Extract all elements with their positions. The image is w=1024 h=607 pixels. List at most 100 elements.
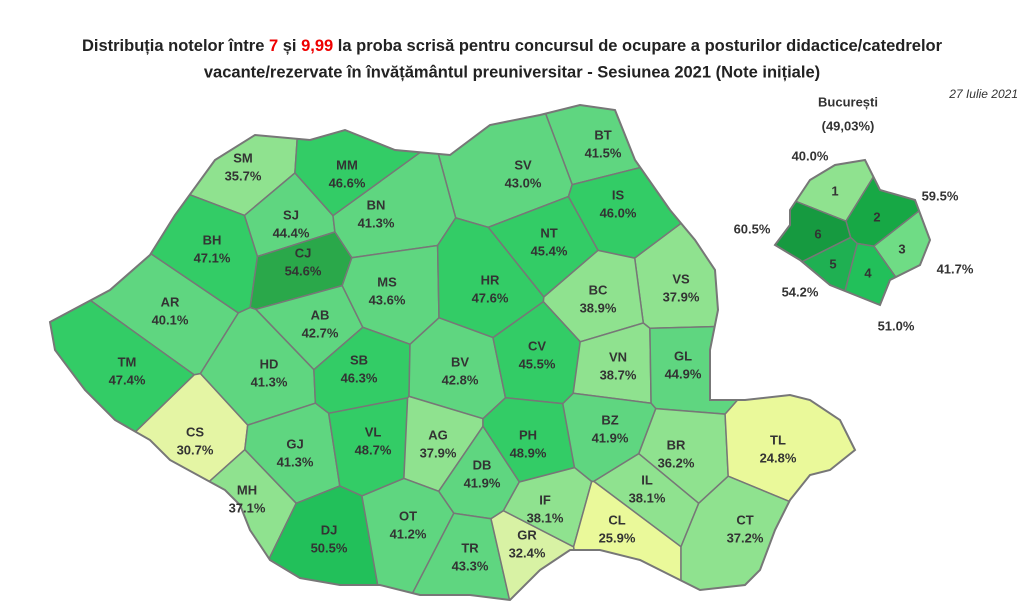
county-value: 38.7% bbox=[600, 367, 637, 382]
county-value: 41.5% bbox=[585, 145, 622, 160]
county-value: 32.4% bbox=[509, 545, 546, 560]
county-code: AB bbox=[311, 307, 330, 322]
county-code: BT bbox=[594, 127, 611, 142]
county-code: HR bbox=[481, 272, 500, 287]
county-value: 36.2% bbox=[658, 455, 695, 470]
title-part: 9,99 bbox=[301, 37, 333, 55]
county-value: 47.1% bbox=[194, 250, 231, 265]
county-value: 44.9% bbox=[665, 366, 702, 381]
sector-number: 4 bbox=[864, 265, 872, 280]
county-code: IS bbox=[612, 187, 625, 202]
sector-value: 40.0% bbox=[792, 148, 829, 163]
sector-value: 59.5% bbox=[922, 188, 959, 203]
county-code: BC bbox=[589, 282, 608, 297]
county-value: 24.8% bbox=[760, 450, 797, 465]
county-value: 38.1% bbox=[527, 510, 564, 525]
county-code: PH bbox=[519, 427, 537, 442]
county-code: BN bbox=[367, 197, 386, 212]
county-value: 37.9% bbox=[420, 445, 457, 460]
county-value: 30.7% bbox=[177, 442, 214, 457]
sector-number: 2 bbox=[873, 209, 880, 224]
county-value: 45.5% bbox=[519, 356, 556, 371]
sector-number: 1 bbox=[831, 183, 838, 198]
county-code: BV bbox=[451, 354, 469, 369]
county-code: AR bbox=[161, 294, 180, 309]
labels: SM 35.7% MM 46.6% BT 41.5% SV 43.0% IS 46.0% BH 47.… bbox=[109, 127, 974, 573]
county-value: 37.2% bbox=[727, 530, 764, 545]
sector bbox=[872, 160, 930, 305]
county-value: 40.1% bbox=[152, 312, 189, 327]
county-code: IL bbox=[641, 472, 653, 487]
county-code: MS bbox=[377, 274, 397, 289]
title: Distribuția notelor între 7 și 9,99 la p… bbox=[82, 37, 943, 55]
county-value: 25.9% bbox=[599, 530, 636, 545]
county-value: 43.3% bbox=[452, 558, 489, 573]
county-code: BH bbox=[203, 232, 222, 247]
title-part: la proba scrisă pentru concursul de ocup… bbox=[333, 37, 942, 55]
county-code: CL bbox=[608, 512, 625, 527]
county-code: TR bbox=[461, 540, 479, 555]
county-code: MH bbox=[237, 482, 257, 497]
county-value: 37.1% bbox=[229, 500, 266, 515]
sector-value: 51.0% bbox=[878, 318, 915, 333]
county-value: 54.6% bbox=[285, 263, 322, 278]
county-code: CV bbox=[528, 338, 546, 353]
bucharest-name: București bbox=[818, 94, 878, 109]
county-value: 43.6% bbox=[369, 292, 406, 307]
county-code: DB bbox=[473, 457, 492, 472]
county-code: SB bbox=[350, 352, 368, 367]
county-value: 48.9% bbox=[510, 445, 547, 460]
county-code: MM bbox=[336, 157, 358, 172]
county-code: TM bbox=[118, 354, 137, 369]
county-code: DJ bbox=[321, 522, 338, 537]
county-value: 47.4% bbox=[109, 372, 146, 387]
county-code: BZ bbox=[601, 412, 618, 427]
county-code: GJ bbox=[286, 436, 303, 451]
bucharest-value: (49,03%) bbox=[822, 118, 875, 133]
county-value: 44.4% bbox=[273, 225, 310, 240]
sector-value: 60.5% bbox=[734, 221, 771, 236]
county-code: NT bbox=[540, 225, 557, 240]
bucharest-outline bbox=[773, 158, 932, 307]
county-value: 41.3% bbox=[251, 374, 288, 389]
county bbox=[502, 466, 593, 548]
county-value: 41.3% bbox=[277, 454, 314, 469]
county-value: 42.8% bbox=[442, 372, 479, 387]
county-value: 41.9% bbox=[592, 430, 629, 445]
county-code: SV bbox=[514, 157, 532, 172]
title-part: și bbox=[278, 37, 301, 55]
county-code: HD bbox=[260, 356, 279, 371]
county-code: CS bbox=[186, 424, 204, 439]
county-code: IF bbox=[539, 492, 551, 507]
date: 27 Iulie 2021 bbox=[948, 87, 1018, 101]
county-code: AG bbox=[428, 427, 448, 442]
sector bbox=[775, 160, 852, 305]
county-value: 37.9% bbox=[663, 289, 700, 304]
county-value: 42.7% bbox=[302, 325, 339, 340]
sector-value: 54.2% bbox=[782, 284, 819, 299]
county-value: 46.0% bbox=[600, 205, 637, 220]
county-code: GR bbox=[517, 527, 537, 542]
sector-value: 41.7% bbox=[937, 261, 974, 276]
county-code: BR bbox=[667, 437, 686, 452]
county-value: 46.6% bbox=[329, 175, 366, 190]
sector-number: 5 bbox=[829, 256, 836, 271]
county-value: 45.4% bbox=[531, 243, 568, 258]
county-value: 48.7% bbox=[355, 442, 392, 457]
county-value: 41.3% bbox=[358, 215, 395, 230]
county-code: VS bbox=[672, 271, 690, 286]
county-value: 50.5% bbox=[311, 540, 348, 555]
county-code: VL bbox=[365, 424, 382, 439]
county-code: GL bbox=[674, 348, 692, 363]
sector-number: 3 bbox=[898, 241, 905, 256]
county-value: 35.7% bbox=[225, 168, 262, 183]
county-code: SM bbox=[233, 150, 253, 165]
county-value: 38.1% bbox=[629, 490, 666, 505]
title-part: 7 bbox=[269, 37, 278, 55]
county bbox=[72, 448, 298, 600]
title-part: Distribuția notelor între bbox=[82, 37, 269, 55]
county-code: OT bbox=[399, 508, 417, 523]
county-value: 47.6% bbox=[472, 290, 509, 305]
county-code: TL bbox=[770, 432, 786, 447]
